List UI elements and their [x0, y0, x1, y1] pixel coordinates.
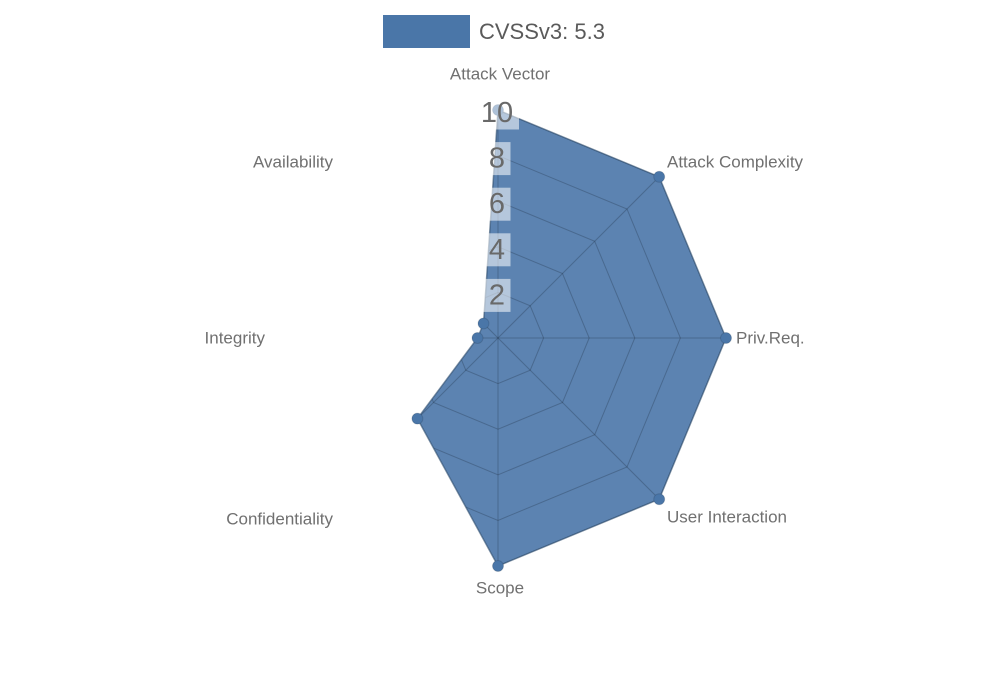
legend-item[interactable]: CVSSv3: 5.3 [383, 15, 605, 48]
axis-label-availability: Availability [253, 153, 334, 172]
vertex-marker-3[interactable] [653, 493, 666, 506]
tick-box-8 [483, 142, 511, 176]
axis-label-integrity: Integrity [205, 329, 266, 348]
axis-label-attack-vector: Attack Vector [450, 65, 550, 84]
vertex-marker-6[interactable] [471, 332, 484, 344]
axis-label-confidentiality: Confidentiality [226, 510, 333, 529]
vertex-marker-7[interactable] [477, 317, 490, 330]
tick-label-10: 10 [481, 97, 513, 129]
legend-swatch [383, 15, 470, 48]
tick-label-8: 8 [489, 143, 505, 175]
vertex-marker-5[interactable] [411, 412, 424, 425]
axis-label-scope: Scope [476, 579, 524, 598]
grid-spoke [497, 337, 660, 500]
tick-label-6: 6 [489, 188, 505, 220]
grid-ring [417, 200, 636, 476]
tick-box-2 [483, 278, 511, 312]
axis-label-attack-complexity: Attack Complexity [667, 153, 804, 172]
tick-box-6 [483, 187, 511, 221]
tick-box-10 [475, 96, 519, 130]
tick-box-4 [483, 233, 511, 267]
tick-label-4: 4 [489, 234, 505, 266]
vertex-marker-1[interactable] [653, 170, 666, 183]
grid-spoke [417, 337, 499, 500]
series-fill-polygon [417, 110, 726, 566]
legend-label: CVSSv3: 5.3 [479, 18, 605, 44]
axis-label-priv-req-: Priv.Req. [736, 329, 805, 348]
grid-spoke [497, 176, 660, 339]
grid-spoke [417, 176, 499, 339]
grid-ring [417, 155, 681, 521]
vertex-marker-2[interactable] [720, 332, 732, 344]
axis-label-user-interaction: User Interaction [667, 508, 787, 527]
vertex-marker-4[interactable] [492, 560, 504, 572]
tick-label-2: 2 [489, 279, 505, 311]
